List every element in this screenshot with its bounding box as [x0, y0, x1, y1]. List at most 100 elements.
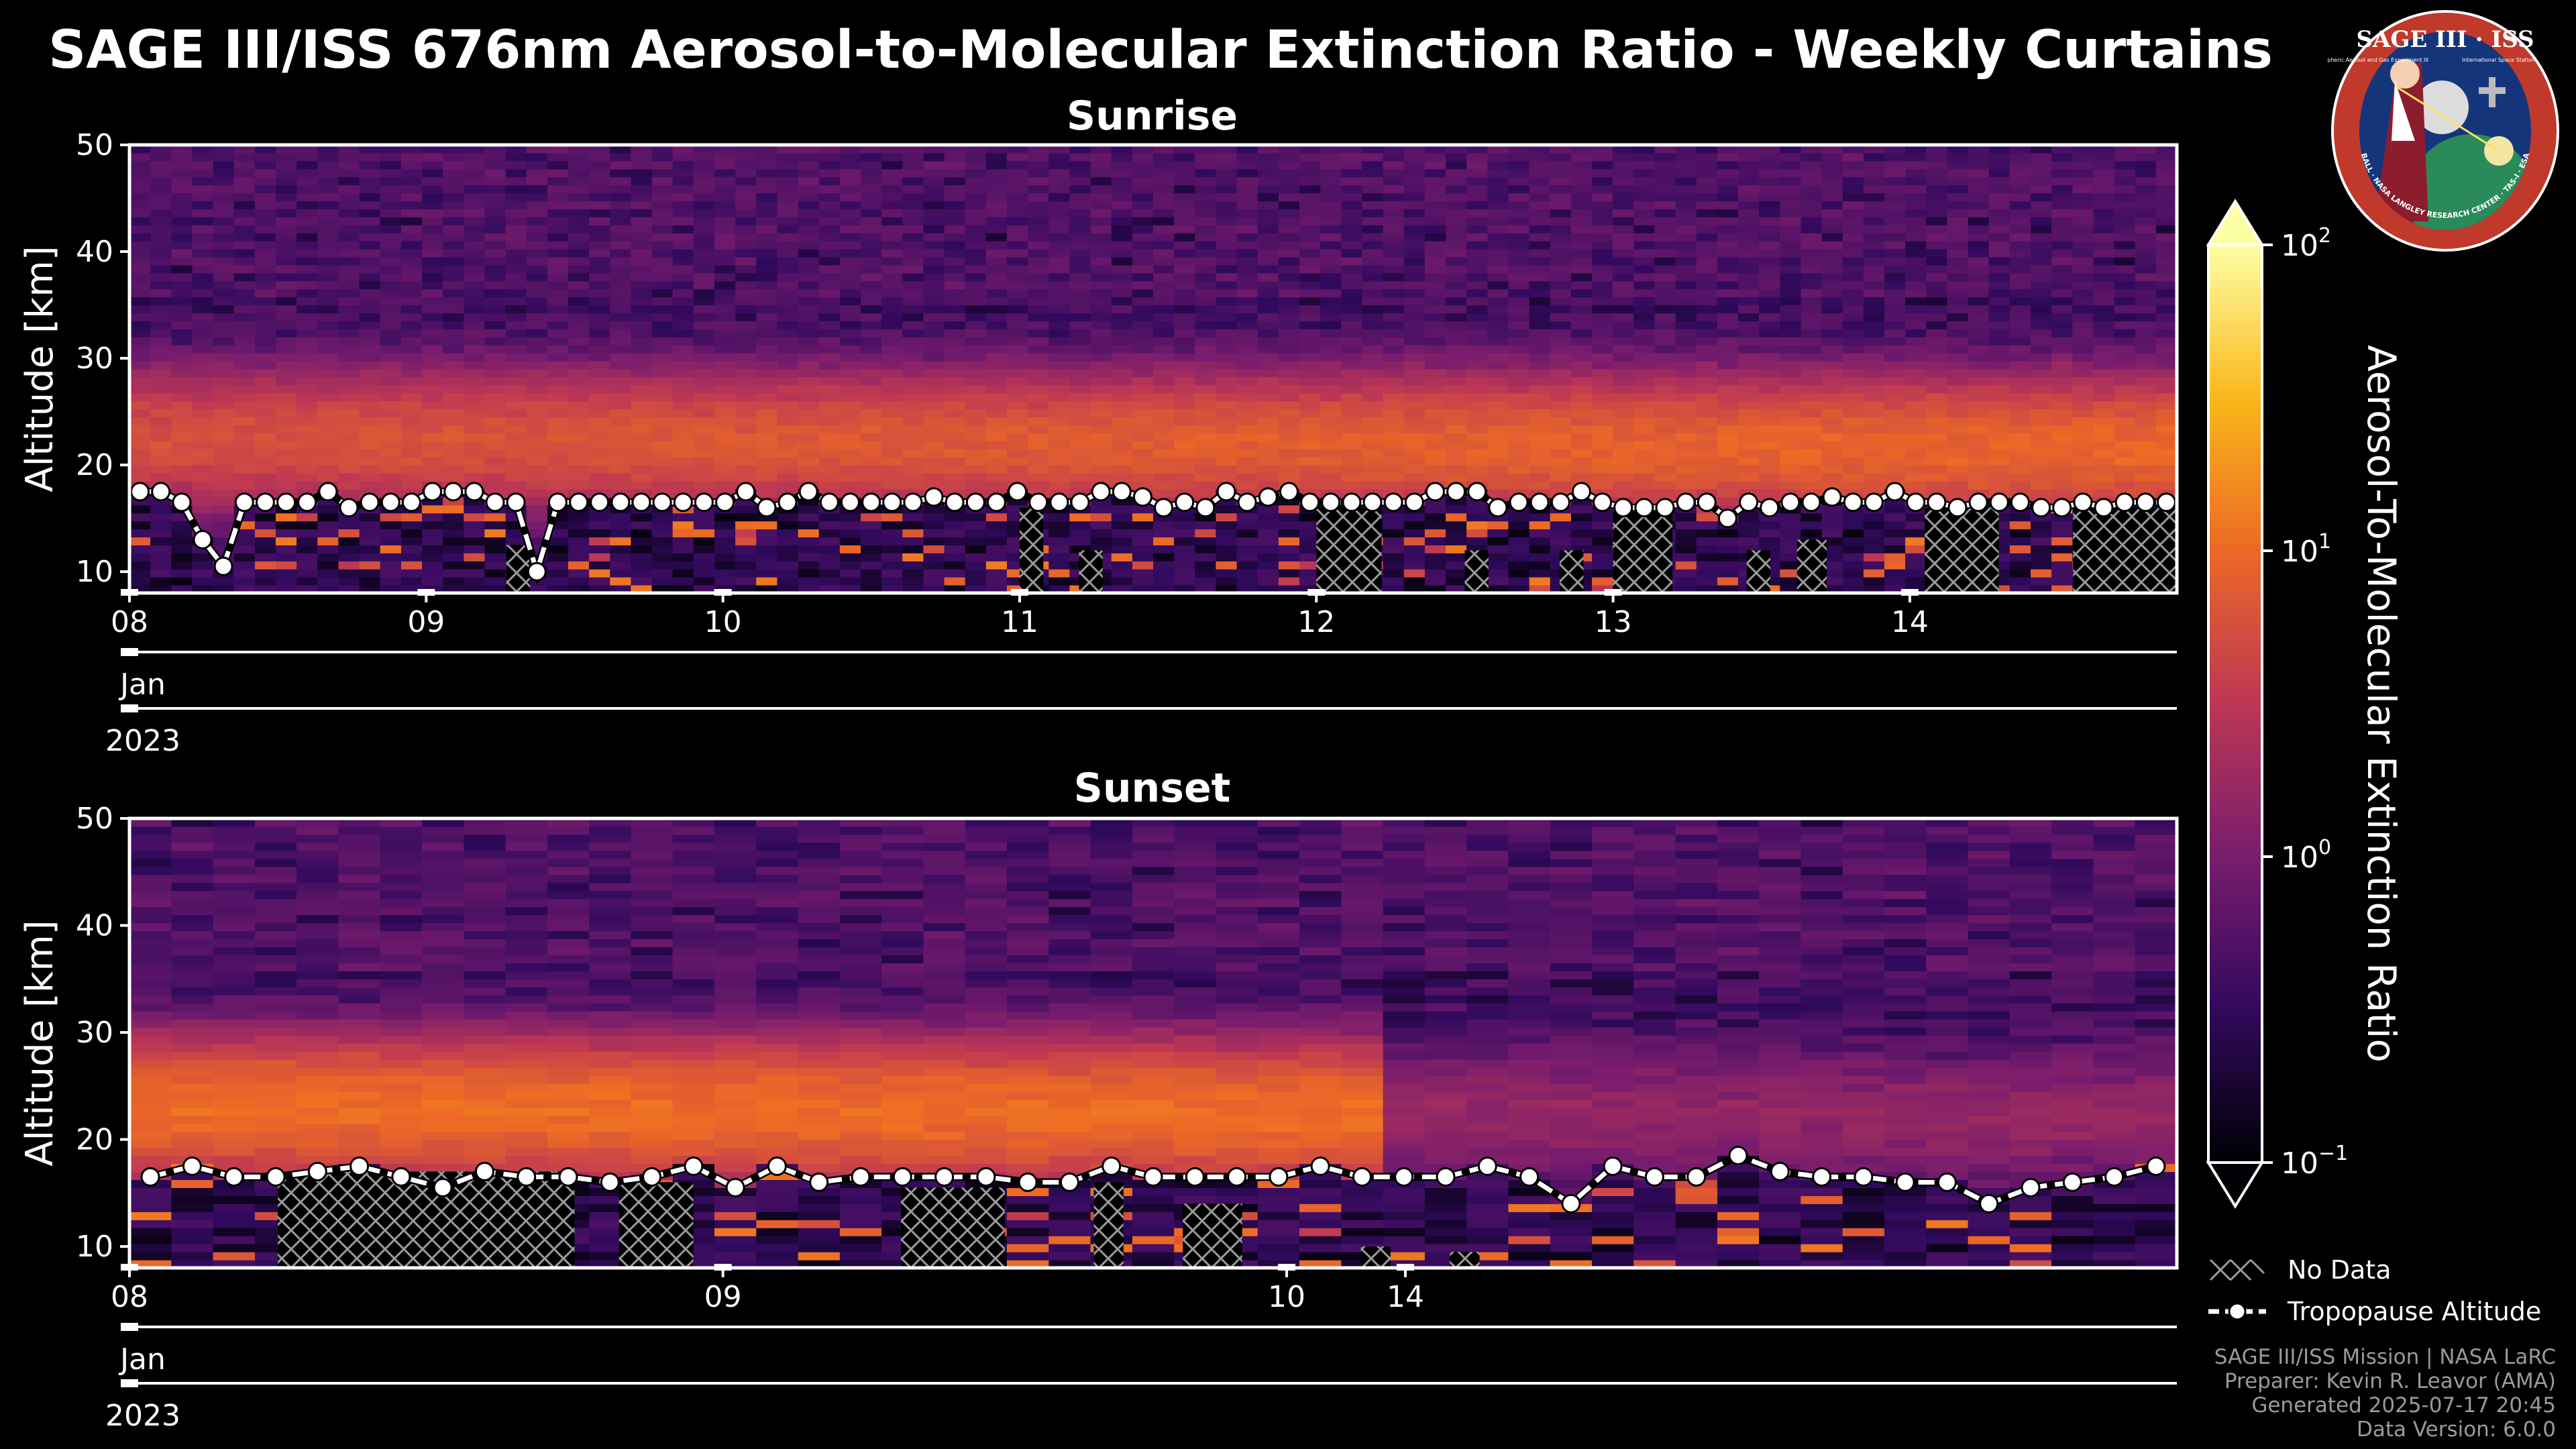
heatmap-cell [798, 425, 820, 433]
heatmap-cell [672, 529, 694, 538]
heatmap-cell [651, 400, 674, 410]
heatmap-cell [672, 433, 694, 441]
heatmap-cell [1257, 529, 1279, 538]
heatmap-cell [1049, 545, 1070, 553]
heatmap-cell [672, 449, 694, 458]
heatmap-cell [985, 545, 1008, 553]
heatmap-cell [693, 321, 715, 329]
heatmap-cell [1132, 249, 1154, 258]
heatmap-cell [1424, 168, 1446, 178]
heatmap-cell [1446, 417, 1467, 426]
heatmap-cell [171, 176, 193, 186]
heatmap-cell [1320, 264, 1342, 274]
heatmap-cell [1821, 369, 1843, 378]
heatmap-cell [1654, 176, 1676, 186]
heatmap-cell [1529, 417, 1551, 426]
heatmap-cell [1884, 513, 1906, 522]
heatmap-cell [1780, 481, 1801, 490]
heatmap-cell [1049, 392, 1070, 402]
heatmap-cell [1884, 537, 1906, 545]
heatmap-cell [1174, 313, 1195, 321]
heatmap-cell [985, 233, 1008, 241]
heatmap-cell [1174, 585, 1195, 594]
heatmap-cell [1884, 168, 1906, 178]
heatmap-cell [1487, 201, 1509, 209]
heatmap-cell [213, 361, 235, 370]
heatmap-cell [129, 217, 151, 225]
heatmap-cell [464, 313, 485, 321]
heatmap-cell [1592, 441, 1613, 449]
heatmap-cell [1320, 241, 1342, 250]
heatmap-cell [693, 249, 715, 258]
heatmap-cell [944, 361, 966, 370]
heatmap-cell [1090, 425, 1112, 433]
heatmap-cell [1780, 353, 1801, 362]
heatmap-cell [1654, 145, 1676, 154]
heatmap-cell [1717, 184, 1739, 194]
heatmap-cell [422, 217, 443, 225]
heatmap-cell [714, 473, 736, 482]
heatmap-cell [1717, 168, 1739, 178]
heatmap-cell [1947, 152, 1969, 162]
heatmap-cell [881, 361, 903, 370]
heatmap-cell [651, 193, 674, 202]
heatmap-cell [1570, 313, 1593, 321]
heatmap-cell [923, 353, 945, 362]
heatmap-cell [1613, 425, 1634, 433]
heatmap-cell [1926, 176, 1947, 186]
heatmap-cell [1884, 521, 1906, 530]
heatmap-cell [1403, 313, 1426, 321]
heatmap-cell [777, 569, 799, 578]
heatmap-cell [944, 392, 966, 402]
heatmap-cell [1007, 337, 1028, 345]
heatmap-cell [422, 553, 443, 561]
heatmap-cell [798, 305, 820, 314]
heatmap-cell [1570, 425, 1593, 433]
heatmap-cell [1383, 376, 1405, 386]
heatmap-cell [651, 184, 674, 194]
heatmap-cell [1069, 249, 1091, 258]
heatmap-cell [422, 473, 443, 482]
heatmap-cell [1028, 225, 1049, 233]
heatmap-cell [1508, 457, 1530, 466]
heatmap-cell [1257, 513, 1279, 522]
heatmap-cell [1487, 553, 1509, 561]
heatmap-cell [1592, 168, 1613, 178]
heatmap-cell [1132, 217, 1154, 225]
heatmap-cell [233, 465, 256, 474]
heatmap-cell [1424, 392, 1446, 402]
heatmap-cell [1236, 392, 1258, 402]
heatmap-cell [213, 353, 235, 362]
heatmap-cell [881, 433, 903, 441]
heatmap-cell [547, 441, 569, 449]
heatmap-cell [1801, 369, 1823, 378]
heatmap-cell [1403, 168, 1426, 178]
heatmap-cell [631, 529, 653, 538]
heatmap-cell [965, 457, 987, 466]
heatmap-cell [735, 433, 757, 441]
heatmap-cell [1947, 361, 1969, 370]
heatmap-cell [1550, 369, 1572, 378]
heatmap-cell [1905, 264, 1927, 274]
heatmap-cell [464, 521, 485, 530]
heatmap-cell [923, 545, 945, 553]
heatmap-cell [1028, 337, 1049, 345]
heatmap-cell [1487, 433, 1509, 441]
heatmap-cell [1487, 225, 1509, 233]
heatmap-cell [1926, 241, 1947, 250]
heatmap-cell [818, 521, 841, 530]
heatmap-cell [944, 321, 966, 329]
heatmap-cell [1090, 537, 1112, 545]
heatmap-cell [1069, 145, 1091, 154]
heatmap-cell [1111, 465, 1133, 474]
heatmap-cell [861, 257, 882, 266]
heatmap-cell [1947, 400, 1969, 410]
heatmap-cell [881, 521, 903, 530]
heatmap-cell [1926, 481, 1947, 490]
heatmap-cell [1592, 160, 1613, 170]
heatmap-cell [693, 184, 715, 194]
heatmap-cell [1529, 481, 1551, 490]
heatmap-cell [1613, 384, 1634, 394]
heatmap-cell [171, 217, 193, 225]
heatmap-cell [1320, 257, 1342, 266]
